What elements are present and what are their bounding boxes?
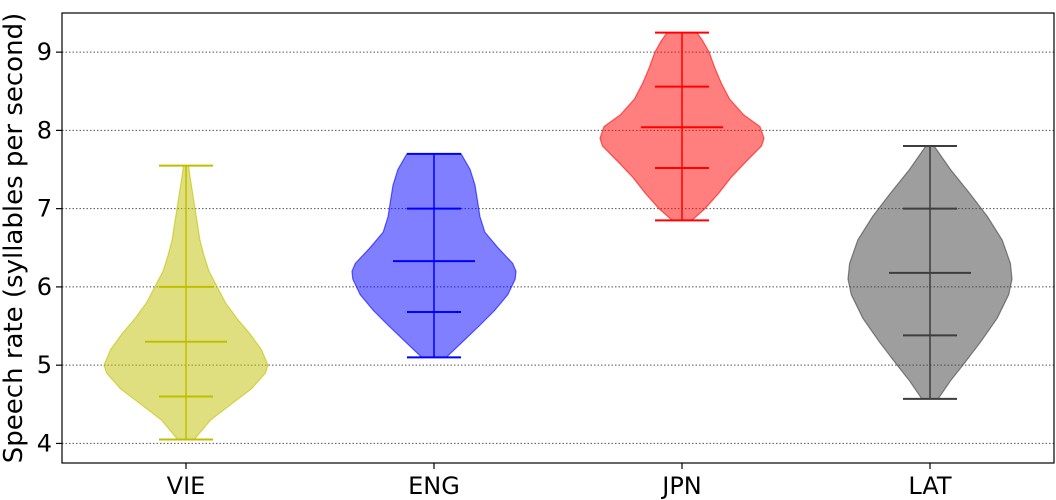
y-tick-label-7: 7 <box>37 195 52 223</box>
violin-lat <box>847 145 1013 400</box>
y-tick-label-5: 5 <box>37 351 52 379</box>
y-tick-label-8: 8 <box>37 116 52 144</box>
x-tick-label-vie: VIE <box>167 472 206 500</box>
x-axis: VIE ENG JPN LAT <box>167 463 952 500</box>
x-tick-label-eng: ENG <box>408 472 460 500</box>
x-tick-label-lat: LAT <box>908 472 951 500</box>
violin-eng <box>351 152 517 359</box>
y-axis: 4 5 6 7 8 9 <box>37 38 62 457</box>
y-tick-label-9: 9 <box>37 38 52 66</box>
y-tick-label-6: 6 <box>37 273 52 301</box>
y-tick-label-4: 4 <box>37 429 52 457</box>
x-tick-label-jpn: JPN <box>660 472 702 500</box>
violin-jpn <box>599 31 765 222</box>
y-axis-title: Speech rate (syllables per second) <box>0 13 29 463</box>
plot-frame <box>61 12 1055 464</box>
violin-plot-area <box>103 31 1013 441</box>
violin-vie <box>103 164 269 441</box>
